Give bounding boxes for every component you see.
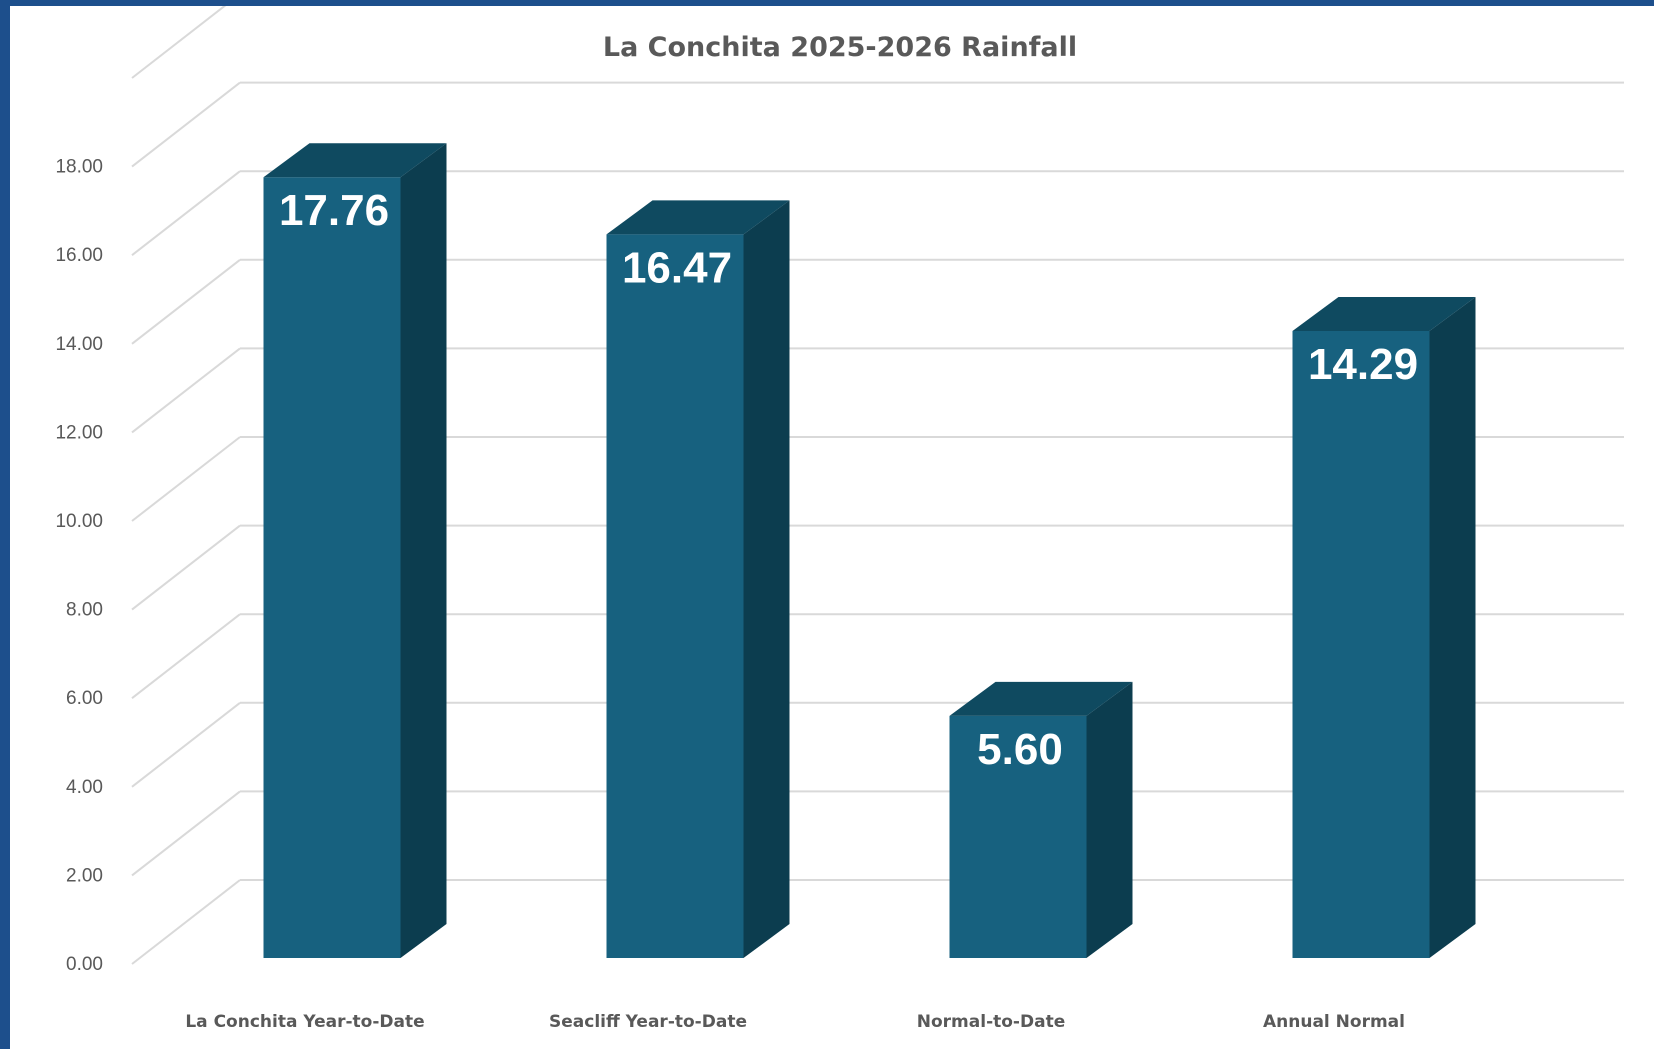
bar-2: 16.47 <box>606 200 790 958</box>
gridline-diagonal <box>131 347 241 434</box>
bar-top <box>1292 296 1476 331</box>
bars: 17.76 16.47 5.60 14.29 <box>263 143 1476 958</box>
gridline-diagonal <box>131 6 227 79</box>
bar-side <box>1086 681 1133 958</box>
gridline-diagonal <box>131 790 241 877</box>
data-label: 17.76 <box>279 186 389 235</box>
x-tick-label: Normal-to-Date <box>917 1012 1065 1032</box>
bar-1: 17.76 <box>263 143 447 958</box>
gridline-diagonal <box>131 259 241 345</box>
y-tick-label: 18.00 <box>55 157 103 178</box>
x-axis-ticks: La Conchita Year-to-Date Seacliff Year-to… <box>185 1012 1405 1032</box>
y-tick-label: 12.00 <box>55 422 103 443</box>
gridline-diagonal <box>131 702 241 788</box>
gridline-diagonal <box>131 613 241 699</box>
data-label: 14.29 <box>1308 340 1418 389</box>
y-tick-label: 2.00 <box>66 865 103 886</box>
bar-top <box>606 200 790 235</box>
gridline-diagonal <box>131 436 241 522</box>
chart-frame: 17.76 16.47 5.60 14.29 0.00 2.00 4.00 6.00 8.00… <box>10 6 1654 1049</box>
bar-side <box>400 143 447 958</box>
y-tick-label: 8.00 <box>66 600 103 621</box>
bar-4: 14.29 <box>1292 296 1476 958</box>
gridline-diagonal <box>131 170 241 256</box>
bar-front <box>606 234 744 958</box>
gridline-diagonal <box>131 524 241 611</box>
bar-side <box>743 200 790 958</box>
bar-top <box>949 681 1133 716</box>
data-label: 5.60 <box>977 725 1063 774</box>
gridline-diagonal <box>131 81 241 168</box>
y-tick-label: 10.00 <box>55 511 103 532</box>
bar-top <box>263 143 447 178</box>
x-tick-label: Seacliff Year-to-Date <box>549 1012 747 1032</box>
gridline-diagonal <box>131 879 241 965</box>
chart-title: La Conchita 2025-2026 Rainfall <box>603 32 1077 63</box>
bar-front <box>1292 330 1430 958</box>
x-tick-label: Annual Normal <box>1263 1012 1405 1032</box>
y-tick-label: 4.00 <box>66 777 103 798</box>
bar-side <box>1429 296 1476 958</box>
y-tick-label: 14.00 <box>55 334 103 355</box>
y-tick-label: 0.00 <box>66 954 103 975</box>
x-tick-label: La Conchita Year-to-Date <box>185 1012 424 1032</box>
y-axis-ticks: 0.00 2.00 4.00 6.00 8.00 10.00 12.00 14.00 16.00… <box>55 157 103 975</box>
bar-chart: 17.76 16.47 5.60 14.29 0.00 2.00 4.00 6.00 8.00… <box>55 6 1624 1032</box>
y-tick-label: 16.00 <box>55 245 103 266</box>
bar-front <box>949 715 1087 958</box>
data-label: 16.47 <box>622 243 732 292</box>
y-tick-label: 6.00 <box>66 688 103 709</box>
bar-3: 5.60 <box>949 681 1133 958</box>
bar-front <box>263 177 401 958</box>
